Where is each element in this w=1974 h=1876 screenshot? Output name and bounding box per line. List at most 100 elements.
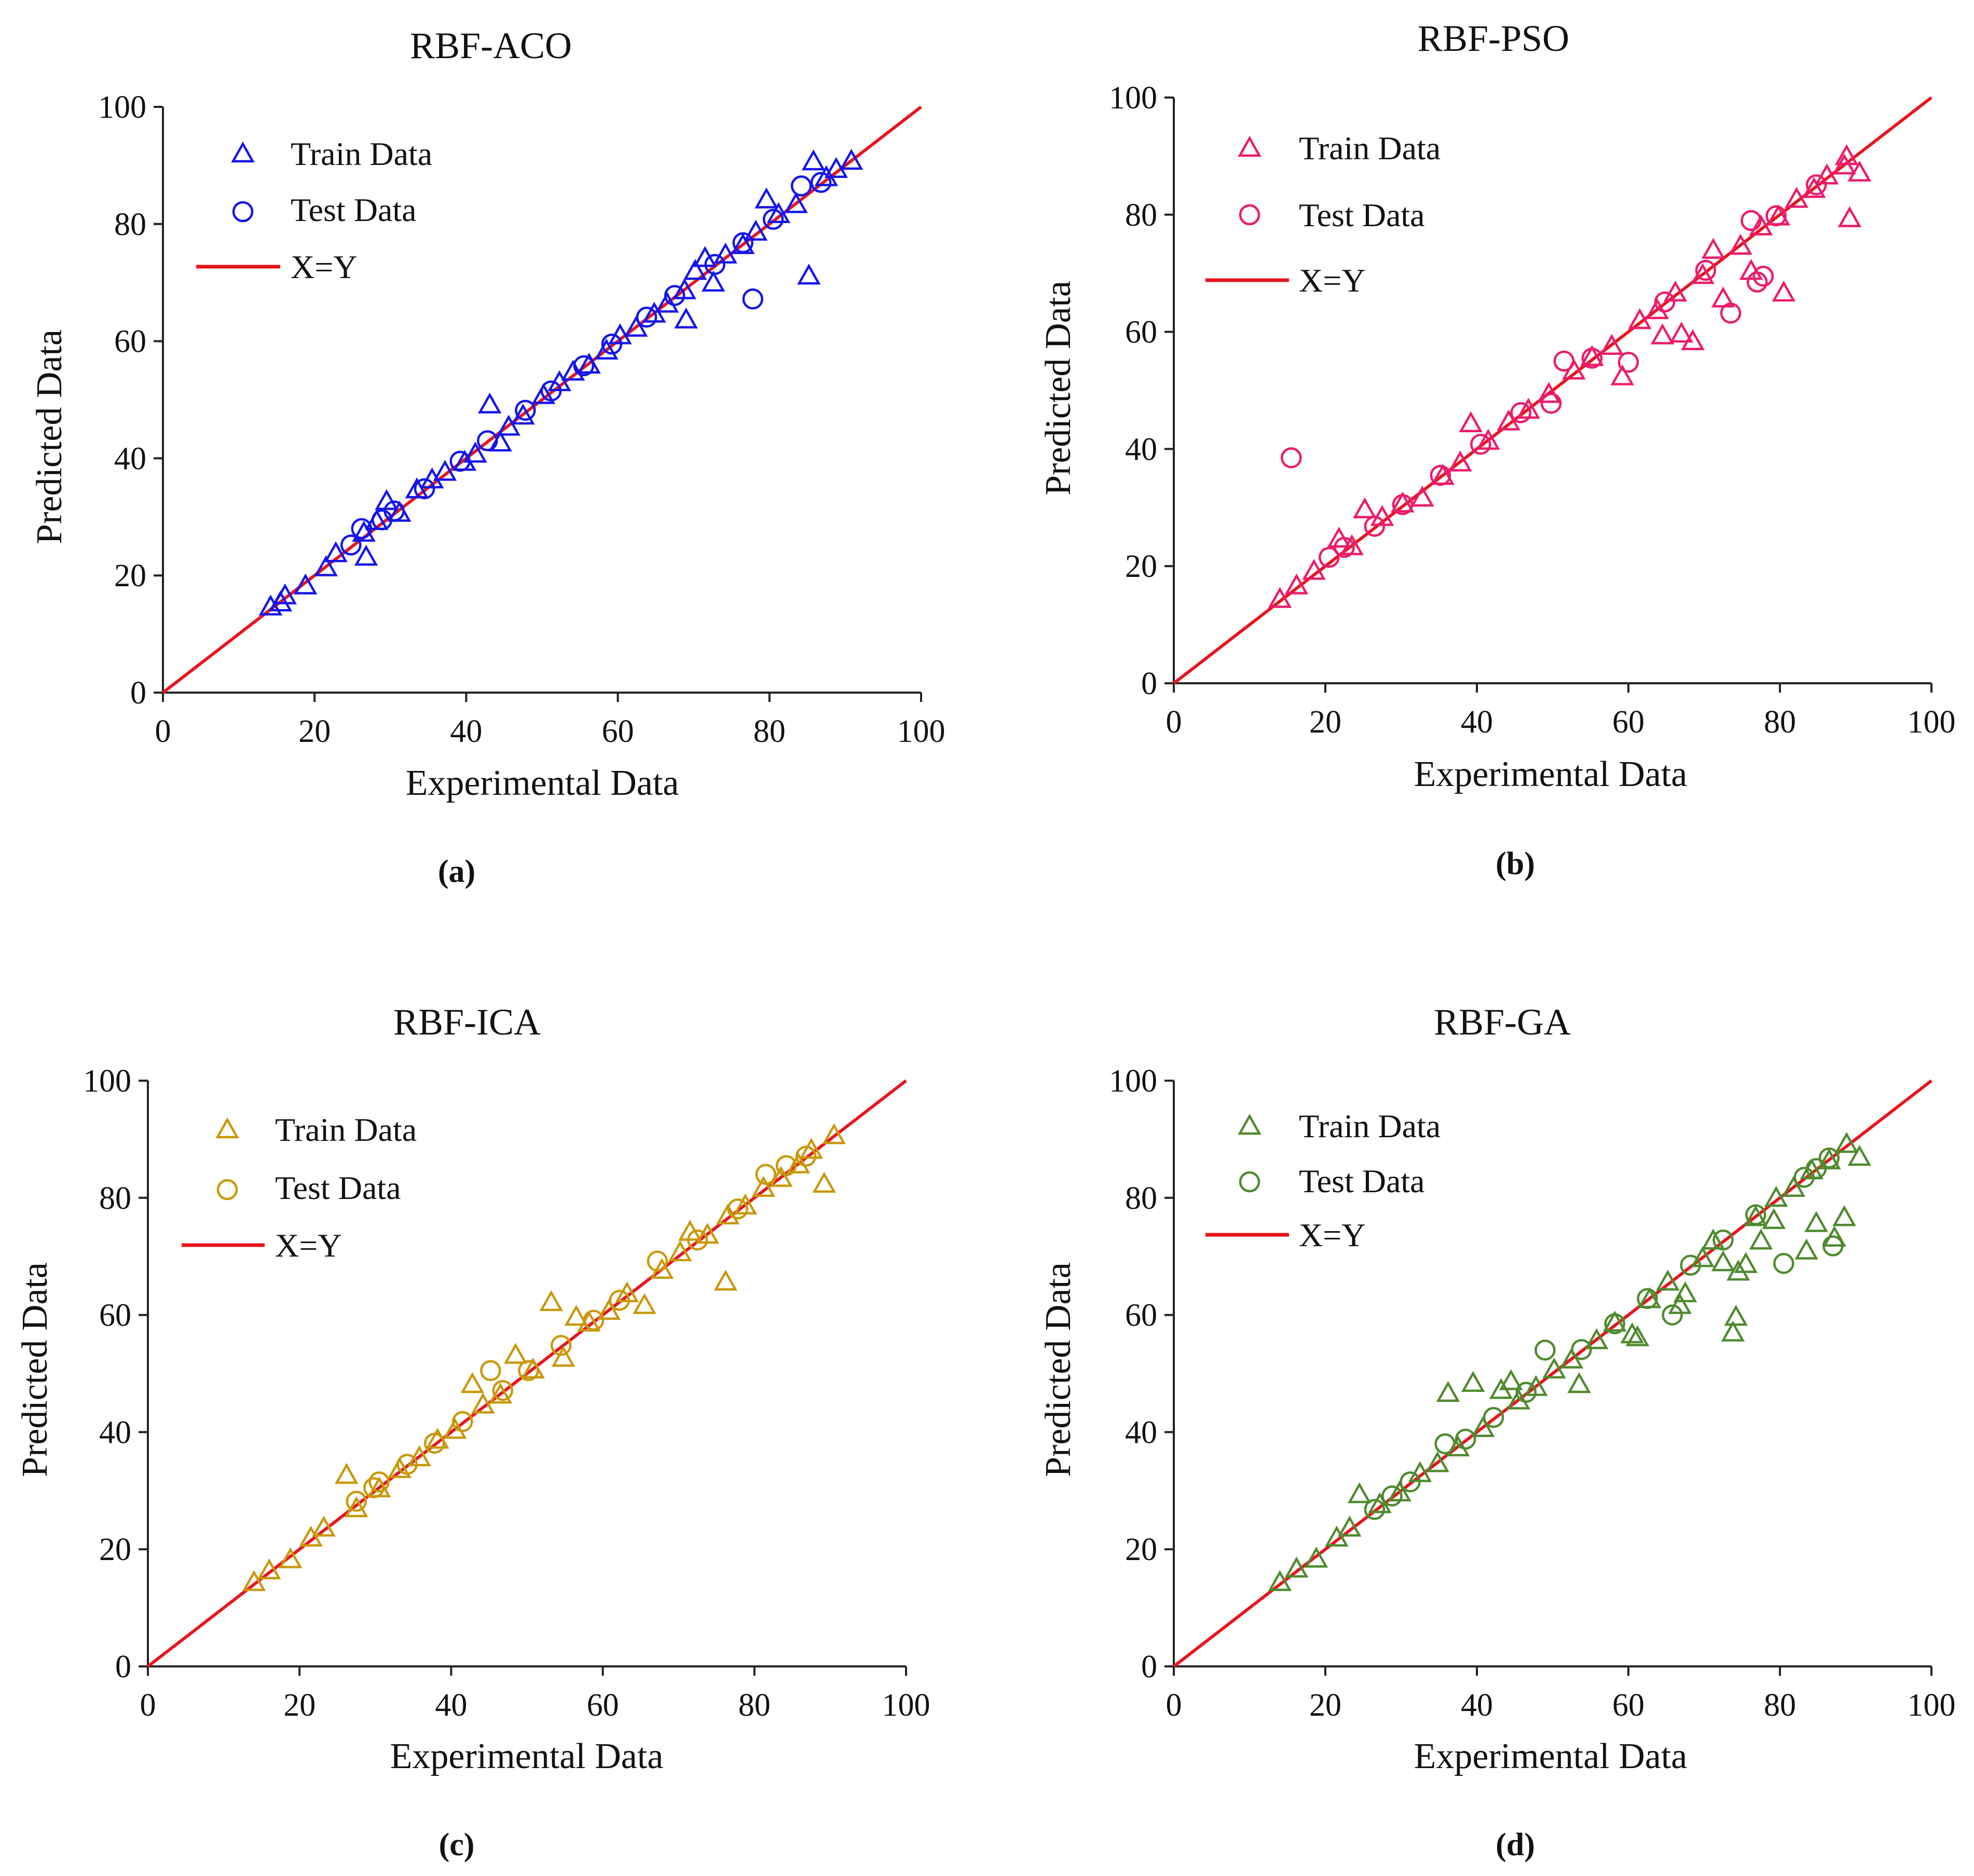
- train-point: [352, 520, 376, 542]
- y-tick-label: 40: [1125, 432, 1157, 467]
- identity-line: [162, 105, 922, 694]
- train-point: [1302, 559, 1326, 580]
- train-point: [1663, 280, 1688, 302]
- train-point: [1838, 206, 1862, 227]
- train-point: [299, 1525, 323, 1547]
- train-point: [539, 1290, 564, 1312]
- y-tick-label: 0: [1141, 666, 1157, 701]
- test-point: [1637, 1288, 1658, 1309]
- panel-label: (c): [439, 1827, 475, 1863]
- y-tick-label: 80: [114, 207, 146, 242]
- test-point: [1745, 1204, 1766, 1225]
- test-point: [449, 450, 471, 472]
- train-point: [477, 392, 502, 413]
- train-point: [405, 477, 429, 499]
- train-point: [769, 1166, 793, 1187]
- test-series: [1364, 1147, 1844, 1520]
- plot-area: 0 20 40 60 80 100 0 20 40 60 80 100: [1109, 80, 1956, 740]
- y-tick-label: 100: [98, 90, 146, 125]
- test-point: [727, 1198, 748, 1220]
- test-series: [346, 1146, 817, 1512]
- train-point: [471, 1392, 495, 1414]
- train-point: [744, 219, 768, 241]
- legend-train-label: Train Data: [275, 1111, 417, 1148]
- train-point: [564, 1304, 588, 1326]
- train-point: [1724, 1304, 1748, 1326]
- test-point: [340, 534, 362, 556]
- test-point: [1381, 1485, 1403, 1507]
- train-point: [1600, 334, 1624, 355]
- panel-label: (d): [1496, 1827, 1535, 1863]
- legend-train-marker: [1238, 135, 1262, 157]
- y-tick-label: 20: [114, 558, 146, 594]
- train-point: [1834, 144, 1859, 165]
- legend-train-marker: [1238, 1113, 1262, 1135]
- train-point: [1669, 321, 1693, 343]
- plot-area: 0 20 40 60 80 100 0 20 40 60 80 100: [1109, 1064, 1956, 1723]
- test-series: [340, 172, 832, 556]
- train-point: [1391, 491, 1415, 513]
- x-tick-label: 20: [298, 714, 331, 749]
- test-point: [795, 1146, 817, 1167]
- train-point: [1506, 1388, 1531, 1410]
- test-point: [492, 1380, 513, 1401]
- test-point: [1822, 1235, 1844, 1257]
- test-point: [1515, 1382, 1537, 1403]
- test-point: [424, 1432, 445, 1454]
- test-point: [363, 1477, 385, 1498]
- test-point: [383, 500, 405, 522]
- train-point: [797, 264, 821, 285]
- train-point: [716, 1203, 740, 1225]
- test-point: [477, 430, 498, 451]
- legend: Train Data Test Data X=Y: [1205, 1108, 1441, 1253]
- legend-identity-label: X=Y: [1299, 262, 1366, 299]
- train-point: [1673, 1281, 1697, 1303]
- y-tick-label: 40: [114, 441, 146, 476]
- train-point: [561, 360, 585, 381]
- test-point: [1805, 174, 1827, 196]
- train-point: [278, 1547, 303, 1568]
- train-point: [683, 259, 707, 280]
- train-point: [463, 442, 487, 463]
- x-tick-label: 20: [1309, 705, 1341, 740]
- panel-c: 0 20 40 60 80 100 0 20 40 60 80 100 RBF-ICA Experim…: [15, 1001, 930, 1863]
- train-point: [354, 545, 378, 566]
- y-tick-label: 60: [114, 324, 146, 360]
- train-point: [1645, 298, 1669, 320]
- legend-circle-icon: [232, 201, 254, 223]
- train-point: [766, 202, 791, 223]
- legend-circle-icon: [216, 1179, 238, 1201]
- test-point: [810, 172, 832, 193]
- train-point: [1772, 280, 1796, 302]
- train-point: [1610, 364, 1635, 385]
- legend-test-marker: [1239, 1171, 1260, 1193]
- legend: Train Data Test Data X=Y: [182, 1111, 417, 1264]
- train-point: [1832, 1205, 1856, 1226]
- legend-triangle-icon: [215, 1117, 239, 1139]
- train-point: [714, 1270, 738, 1291]
- train-point: [1337, 1515, 1362, 1537]
- x-tick-label: 0: [155, 714, 171, 749]
- test-point: [1400, 1471, 1421, 1493]
- test-point: [480, 1360, 501, 1382]
- train-point: [1304, 1547, 1328, 1568]
- test-point: [1534, 1340, 1556, 1361]
- legend-triangle-icon: [1238, 1113, 1262, 1135]
- train-point: [1425, 1451, 1449, 1472]
- test-point: [1720, 302, 1742, 324]
- legend-train-marker: [231, 141, 255, 163]
- train-point: [1268, 1570, 1292, 1591]
- train-point: [388, 1457, 412, 1478]
- train-point: [801, 149, 826, 171]
- test-point: [647, 1250, 668, 1272]
- train-point: [1834, 1132, 1859, 1153]
- train-point: [1794, 1238, 1818, 1260]
- y-tick-label: 80: [99, 1181, 131, 1216]
- train-point: [1847, 1144, 1872, 1166]
- train-point: [273, 583, 297, 604]
- panel-d: 0 20 40 60 80 100 0 20 40 60 80 100 RBF-GA Experime…: [1038, 1001, 1956, 1863]
- train-point: [755, 187, 778, 209]
- chart-title: RBF-GA: [1434, 1001, 1571, 1043]
- test-point: [396, 1454, 418, 1475]
- train-point: [1749, 214, 1773, 236]
